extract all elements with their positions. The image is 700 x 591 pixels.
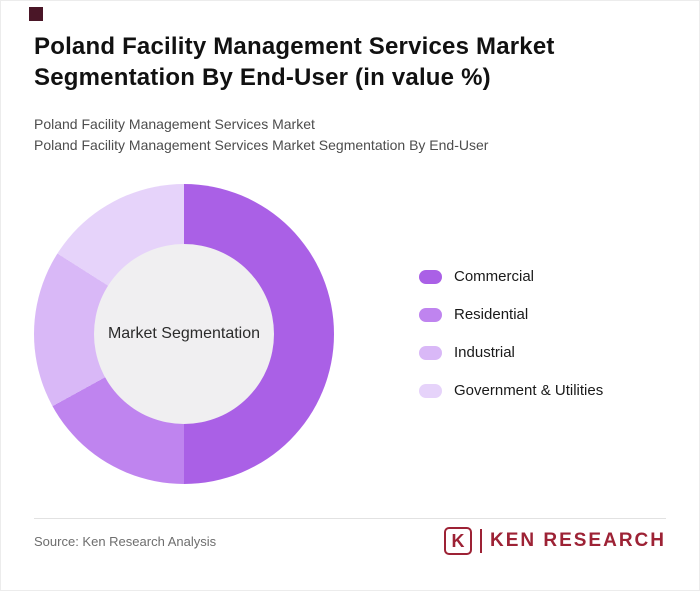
donut-chart: Market Segmentation [34, 184, 334, 484]
ken-research-logo: K KEN RESEARCH [443, 527, 666, 555]
ken-research-k-icon: K [443, 527, 472, 555]
chart-area: Market Segmentation Commercial Residenti… [34, 184, 668, 484]
logo-wordmark: KEN RESEARCH [489, 530, 666, 551]
logo-divider-bar [479, 529, 482, 553]
legend-item-commercial: Commercial [419, 266, 603, 287]
legend-item-industrial: Industrial [419, 342, 603, 363]
legend-swatch-government-utilities [419, 383, 442, 398]
source-text: Source: Ken Research Analysis [34, 534, 217, 549]
subtitle-line-1: Poland Facility Management Services Mark… [34, 116, 315, 132]
footer-divider [34, 518, 666, 519]
legend-item-government-utilities: Government & Utilities [419, 380, 603, 401]
subtitle-line-2: Poland Facility Management Services Mark… [34, 137, 489, 153]
page-title: Poland Facility Management Services Mark… [34, 31, 654, 93]
legend-label-commercial: Commercial [454, 268, 535, 285]
legend-label-residential: Residential [454, 306, 529, 323]
legend-item-residential: Residential [419, 304, 603, 325]
legend-swatch-industrial [419, 345, 442, 360]
donut-center: Market Segmentation [94, 244, 274, 424]
legend-swatch-commercial [419, 269, 442, 284]
legend-label-government-utilities: Government & Utilities [454, 382, 604, 399]
page-title-line-2: Segmentation By End-User (in value %) [34, 64, 491, 91]
donut-center-label: Market Segmentation [107, 325, 261, 342]
chart-legend: Commercial Residential Industrial Govern… [419, 266, 603, 401]
subtitle-block: Poland Facility Management Services Mark… [34, 114, 488, 156]
page-title-line-1: Poland Facility Management Services Mark… [34, 33, 555, 60]
legend-label-industrial: Industrial [454, 344, 515, 361]
legend-swatch-residential [419, 307, 442, 322]
corner-accent-square [29, 7, 43, 21]
